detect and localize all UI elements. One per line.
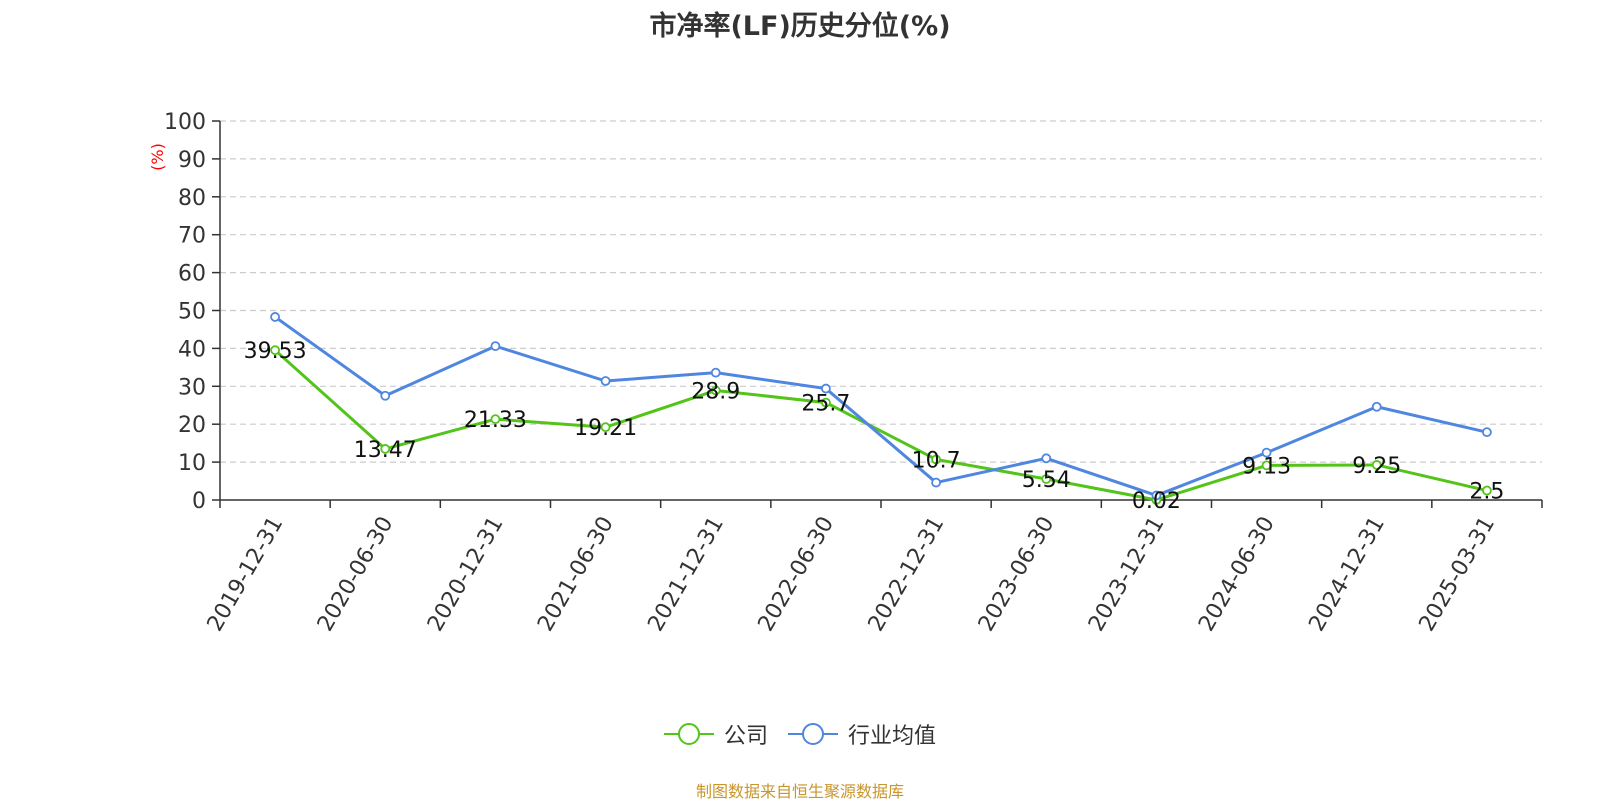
data-point-1 bbox=[1041, 453, 1052, 464]
source-note: 制图数据来自恒生聚源数据库 bbox=[695, 782, 904, 801]
data-label: 10.7 bbox=[912, 448, 961, 473]
x-tick-label: 2024-06-30 bbox=[1194, 513, 1280, 636]
data-point-1 bbox=[1371, 401, 1382, 412]
y-tick-label: 80 bbox=[178, 186, 206, 211]
data-point-1 bbox=[821, 383, 831, 394]
legend-label-company: 公司 bbox=[723, 724, 768, 749]
y-tick-label: 70 bbox=[178, 224, 206, 249]
data-point-1 bbox=[1261, 447, 1272, 458]
data-point-0 bbox=[821, 397, 831, 408]
data-point-0 bbox=[931, 454, 941, 465]
data-label: 25.7 bbox=[801, 392, 850, 417]
y-tick-label: 20 bbox=[178, 413, 206, 438]
y-tick-label: 60 bbox=[178, 262, 206, 287]
y-tick-label: 10 bbox=[178, 451, 206, 476]
data-point-0 bbox=[600, 422, 611, 433]
legend-marker-company-icon bbox=[663, 723, 714, 745]
x-tick-label: 2021-12-31 bbox=[643, 513, 729, 636]
data-point-1 bbox=[710, 367, 721, 378]
series-line-1 bbox=[274, 315, 1488, 497]
y-tick-label: 50 bbox=[178, 300, 206, 325]
data-label: 39.53 bbox=[244, 339, 307, 364]
data-label: 19.21 bbox=[574, 416, 637, 441]
data-label: 9.13 bbox=[1242, 454, 1291, 479]
data-point-0 bbox=[1041, 474, 1052, 484]
data-label: 28.9 bbox=[691, 379, 740, 404]
x-tick-label: 2022-06-30 bbox=[754, 513, 840, 636]
data-point-1 bbox=[490, 341, 501, 352]
legend: 公司 行业均值 bbox=[0, 718, 1600, 750]
y-tick-label: 0 bbox=[192, 489, 206, 514]
data-point-0 bbox=[270, 345, 280, 356]
data-point-1 bbox=[1151, 490, 1162, 501]
data-point-1 bbox=[380, 390, 391, 401]
x-tick-label: 2020-12-31 bbox=[423, 513, 509, 636]
x-tick-label: 2019-12-31 bbox=[203, 513, 289, 636]
legend-item-company[interactable]: 公司 bbox=[663, 718, 768, 750]
x-tick-label: 2025-03-31 bbox=[1415, 513, 1501, 636]
data-point-1 bbox=[1482, 427, 1492, 438]
data-label: 21.33 bbox=[464, 408, 527, 433]
data-point-0 bbox=[1371, 460, 1382, 470]
x-tick-label: 2021-06-30 bbox=[533, 513, 619, 636]
data-label: 0.02 bbox=[1132, 489, 1181, 514]
data-label: 2.5 bbox=[1469, 480, 1504, 505]
y-tick-label: 30 bbox=[178, 375, 206, 400]
legend-marker-industry-icon bbox=[788, 723, 838, 745]
y-tick-label: 90 bbox=[178, 148, 206, 173]
legend-label-industry-average: 行业均值 bbox=[848, 724, 937, 749]
data-label: 5.54 bbox=[1022, 468, 1071, 493]
data-point-1 bbox=[931, 477, 941, 488]
y-tick-label: 40 bbox=[178, 337, 206, 362]
y-axis-label: (%) bbox=[148, 143, 167, 171]
x-tick-label: 2020-06-30 bbox=[313, 513, 399, 636]
legend-item-industry-average[interactable]: 行业均值 bbox=[788, 718, 936, 750]
data-point-1 bbox=[270, 312, 280, 322]
x-tick-label: 2024-12-31 bbox=[1304, 513, 1390, 636]
series-line-0 bbox=[274, 349, 1488, 502]
x-tick-label: 2023-12-31 bbox=[1084, 513, 1170, 636]
x-tick-label: 2022-12-31 bbox=[864, 513, 950, 636]
data-point-1 bbox=[600, 376, 611, 386]
data-label: 9.25 bbox=[1352, 454, 1401, 479]
data-point-0 bbox=[1482, 485, 1492, 496]
data-point-0 bbox=[710, 385, 721, 396]
x-tick-label: 2023-06-30 bbox=[974, 513, 1060, 636]
chart-title: 市净率(LF)历史分位(%) bbox=[649, 11, 951, 42]
y-tick-label: 100 bbox=[164, 110, 206, 135]
data-point-0 bbox=[1261, 460, 1272, 471]
data-label: 13.47 bbox=[354, 438, 417, 463]
data-point-0 bbox=[380, 444, 391, 454]
data-point-0 bbox=[490, 414, 501, 425]
